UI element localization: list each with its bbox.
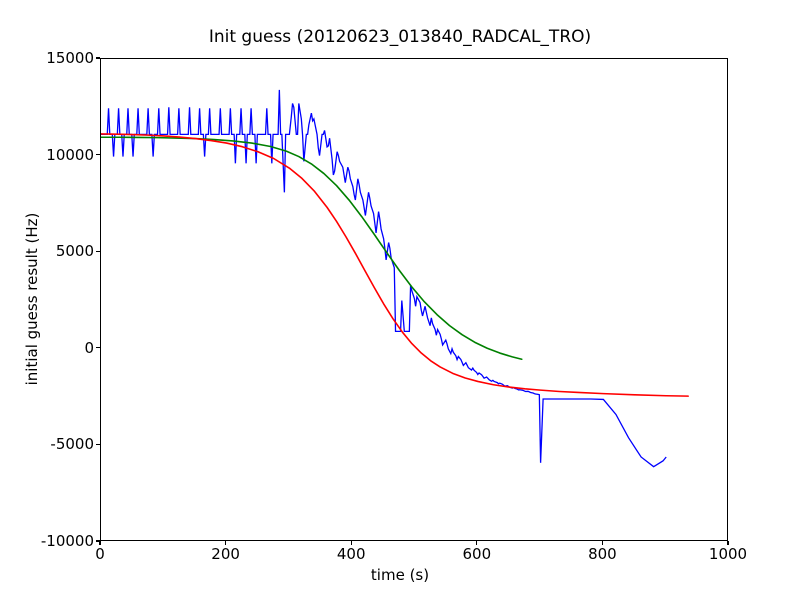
fit-series-line-red (101, 133, 689, 397)
y-tick-label: 10000 (46, 145, 94, 164)
fit-series-line-green (101, 136, 523, 361)
y-axis-label: initial guess result (Hz) (23, 212, 41, 386)
x-tick-label: 200 (211, 545, 240, 563)
data-series-line-blue (101, 89, 667, 468)
y-tickmark (96, 154, 100, 156)
plot-area (100, 58, 728, 541)
x-tickmark (225, 541, 227, 545)
plot-svg (101, 89, 689, 468)
x-tick-label: 400 (336, 545, 366, 563)
x-axis-label: time (s) (370, 566, 430, 584)
y-tickmark (96, 443, 100, 446)
y-tick-label: 15000 (46, 49, 94, 67)
x-tickmark (350, 541, 352, 545)
x-tickmark (99, 541, 101, 545)
x-tickmark (727, 541, 729, 545)
chart-title: Init guess (20120623_013840_RADCAL_TRO) (208, 27, 592, 47)
x-tickmark (601, 541, 604, 545)
y-tick-label: -5000 (50, 435, 94, 454)
y-tickmark (96, 57, 100, 59)
y-tick-label: 5000 (55, 242, 94, 261)
x-tick-label: 1000 (708, 545, 748, 563)
x-tickmark (476, 541, 478, 545)
y-tickmark (96, 347, 100, 349)
x-tick-label: 800 (588, 545, 617, 563)
y-tick-label: -10000 (40, 532, 94, 550)
y-tickmark (96, 250, 100, 252)
x-tick-label: 0 (95, 545, 105, 563)
x-tick-label: 600 (462, 545, 492, 563)
y-tick-label: 0 (84, 338, 94, 357)
y-tickmark (96, 540, 100, 542)
